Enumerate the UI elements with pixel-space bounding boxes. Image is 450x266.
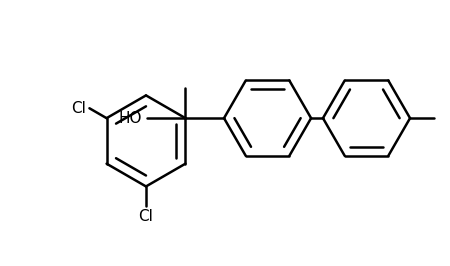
Text: Cl: Cl — [72, 101, 86, 116]
Text: HO: HO — [118, 111, 142, 126]
Text: Cl: Cl — [139, 209, 153, 224]
